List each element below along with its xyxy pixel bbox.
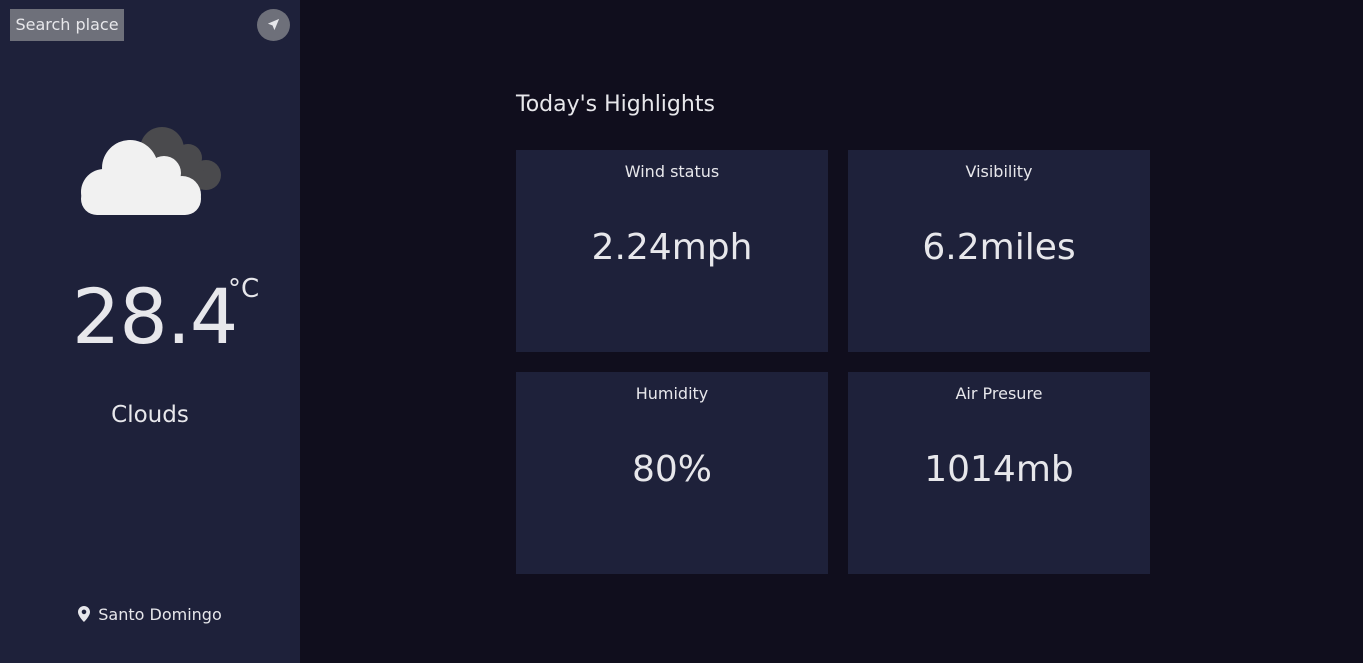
card-value: 1014mb (924, 449, 1074, 490)
map-pin-icon (78, 605, 91, 622)
temperature: 28.4 °C (0, 272, 300, 362)
clouds-icon (81, 127, 221, 215)
card-value: 80% (631, 449, 712, 490)
card-value: 6.2miles (922, 227, 1076, 268)
temperature-value: 28.4 (72, 272, 238, 361)
search-place-button[interactable]: Search place (10, 9, 124, 41)
highlights-title: Today's Highlights (516, 92, 715, 117)
card-label: Visibility (965, 162, 1033, 181)
card-value: 2.24mph (591, 227, 753, 268)
location-name: Santo Domingo (98, 605, 222, 624)
humidity-card: Humidity 80% (516, 372, 828, 574)
wind-status-card: Wind status 2.24mph (516, 150, 828, 352)
temperature-unit: °C (228, 274, 260, 304)
navigation-arrow-icon (267, 18, 280, 31)
visibility-card: Visibility 6.2miles (848, 150, 1150, 352)
weather-condition: Clouds (111, 402, 189, 428)
location: Santo Domingo (0, 604, 300, 626)
locate-button[interactable] (257, 9, 290, 41)
card-label: Wind status (624, 162, 720, 181)
card-label: Humidity (635, 384, 709, 403)
card-label: Air Presure (955, 384, 1043, 403)
air-pressure-card: Air Presure 1014mb (848, 372, 1150, 574)
sidebar: Search place 28.4 °C (0, 0, 300, 663)
